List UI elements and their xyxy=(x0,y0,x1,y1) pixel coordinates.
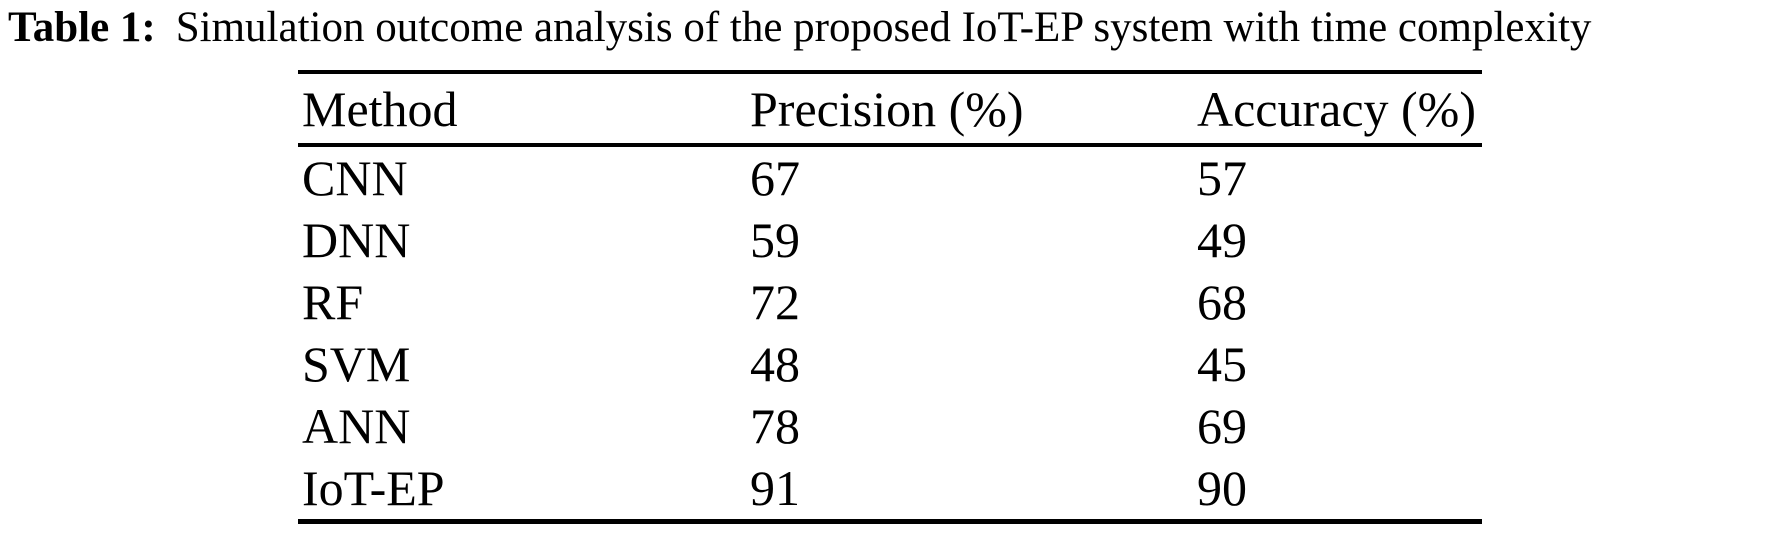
method-cell: SVM xyxy=(302,336,411,392)
accuracy-cell: 68 xyxy=(1197,274,1247,330)
accuracy-cell: 69 xyxy=(1197,398,1247,454)
table-caption: Table 1: Simulation outcome analysis of t… xyxy=(8,2,1779,54)
table-row-ann: ANN 78 69 xyxy=(298,395,1482,457)
table-row-cnn: CNN 67 57 xyxy=(298,145,1482,209)
method-cell: IoT-EP xyxy=(302,460,445,516)
method-cell: RF xyxy=(302,274,364,330)
table-row-iot-ep: IoT-EP 91 90 xyxy=(298,457,1482,522)
precision-cell: 91 xyxy=(750,460,800,516)
precision-cell: 59 xyxy=(750,212,800,268)
precision-cell: 72 xyxy=(750,274,800,330)
method-cell: DNN xyxy=(302,212,411,268)
results-table-body: CNN 67 57 DNN 59 49 RF 72 68 SVM 48 45 A… xyxy=(298,145,1482,522)
accuracy-cell: 45 xyxy=(1197,336,1247,392)
method-cell: CNN xyxy=(302,150,408,206)
precision-cell: 78 xyxy=(750,398,800,454)
precision-cell: 67 xyxy=(750,150,800,206)
column-header-precision: Precision (%) xyxy=(750,81,1024,137)
accuracy-cell: 49 xyxy=(1197,212,1247,268)
table-caption-text: Simulation outcome analysis of the propo… xyxy=(175,4,1592,51)
method-cell: ANN xyxy=(302,398,411,454)
table-row-dnn: DNN 59 49 xyxy=(298,209,1482,271)
table-row-svm: SVM 48 45 xyxy=(298,333,1482,395)
accuracy-cell: 90 xyxy=(1197,460,1247,516)
table-row-rf: RF 72 68 xyxy=(298,271,1482,333)
precision-cell: 48 xyxy=(750,336,800,392)
accuracy-cell: 57 xyxy=(1197,150,1247,206)
results-table: Method Precision (%) Accuracy (%) CNN 67… xyxy=(298,70,1482,524)
column-header-method: Method xyxy=(302,81,458,137)
header-row: Method Precision (%) Accuracy (%) xyxy=(298,72,1482,145)
column-header-accuracy: Accuracy (%) xyxy=(1197,81,1476,137)
results-table-header: Method Precision (%) Accuracy (%) xyxy=(298,72,1482,145)
table-caption-label: Table 1: xyxy=(8,4,156,51)
